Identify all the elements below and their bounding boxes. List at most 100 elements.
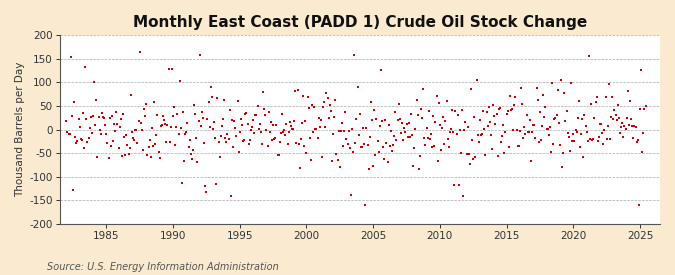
Point bbox=[372, 138, 383, 143]
Point bbox=[454, 128, 465, 132]
Point bbox=[124, 146, 135, 150]
Point bbox=[323, 116, 334, 120]
Point bbox=[271, 123, 282, 128]
Point bbox=[526, 159, 537, 163]
Point bbox=[535, 110, 545, 114]
Point bbox=[269, 136, 279, 141]
Point bbox=[259, 107, 269, 111]
Point bbox=[404, 135, 415, 139]
Point bbox=[104, 116, 115, 120]
Point bbox=[164, 140, 175, 145]
Point bbox=[533, 140, 544, 144]
Point bbox=[583, 54, 594, 58]
Point bbox=[344, 146, 355, 150]
Point bbox=[538, 92, 549, 97]
Point bbox=[91, 98, 102, 102]
Point bbox=[62, 130, 73, 134]
Point bbox=[290, 89, 301, 93]
Point bbox=[585, 136, 595, 141]
Point bbox=[68, 188, 78, 192]
Point bbox=[65, 55, 76, 59]
Point bbox=[193, 119, 204, 123]
Point bbox=[217, 124, 227, 128]
Point bbox=[351, 117, 362, 121]
Point bbox=[557, 165, 568, 169]
Point bbox=[482, 124, 493, 129]
Point bbox=[291, 141, 302, 145]
Point bbox=[270, 136, 281, 140]
Point bbox=[485, 120, 495, 124]
Point bbox=[541, 127, 552, 131]
Point bbox=[61, 119, 72, 123]
Point bbox=[252, 104, 263, 108]
Point bbox=[562, 131, 573, 135]
Point bbox=[414, 154, 425, 158]
Point bbox=[338, 144, 348, 148]
Point bbox=[379, 157, 389, 162]
Point bbox=[301, 151, 312, 155]
Point bbox=[117, 154, 128, 158]
Point bbox=[325, 108, 336, 113]
Point bbox=[174, 78, 185, 83]
Point bbox=[143, 145, 154, 150]
Point bbox=[630, 125, 641, 130]
Point bbox=[590, 100, 601, 104]
Point bbox=[190, 112, 200, 116]
Point bbox=[599, 128, 610, 132]
Point bbox=[506, 108, 516, 112]
Point bbox=[212, 95, 223, 100]
Point bbox=[435, 122, 446, 127]
Point bbox=[483, 105, 494, 109]
Point bbox=[155, 156, 165, 161]
Point bbox=[180, 132, 190, 136]
Point bbox=[399, 126, 410, 130]
Point bbox=[250, 112, 261, 117]
Point bbox=[609, 108, 620, 112]
Point bbox=[294, 165, 305, 170]
Point bbox=[315, 125, 325, 130]
Point bbox=[134, 50, 145, 54]
Point bbox=[289, 119, 300, 123]
Point bbox=[254, 122, 265, 126]
Point bbox=[167, 114, 178, 118]
Point bbox=[176, 126, 186, 130]
Point bbox=[311, 126, 322, 131]
Point bbox=[394, 101, 404, 106]
Point bbox=[411, 97, 422, 102]
Point bbox=[192, 160, 203, 164]
Point bbox=[439, 142, 450, 146]
Point bbox=[543, 133, 554, 137]
Point bbox=[488, 103, 499, 107]
Point bbox=[548, 142, 559, 147]
Point bbox=[119, 152, 130, 157]
Point bbox=[350, 141, 360, 145]
Point bbox=[519, 125, 530, 129]
Point bbox=[464, 162, 475, 166]
Point bbox=[468, 157, 479, 161]
Point bbox=[230, 126, 241, 131]
Point bbox=[373, 150, 384, 154]
Point bbox=[472, 133, 483, 137]
Point bbox=[581, 130, 592, 134]
Point bbox=[280, 133, 291, 137]
Point bbox=[241, 111, 252, 116]
Point bbox=[246, 125, 257, 130]
Point bbox=[466, 87, 477, 91]
Point bbox=[129, 138, 140, 142]
Point bbox=[115, 117, 126, 121]
Point bbox=[431, 94, 442, 98]
Point bbox=[406, 112, 416, 116]
Point bbox=[322, 96, 333, 100]
Point bbox=[509, 103, 520, 108]
Point bbox=[238, 139, 248, 143]
Point bbox=[161, 139, 171, 144]
Point bbox=[593, 134, 604, 139]
Point bbox=[593, 138, 603, 143]
Point bbox=[377, 119, 387, 123]
Point bbox=[296, 121, 307, 126]
Point bbox=[287, 127, 298, 131]
Point bbox=[440, 119, 451, 123]
Point bbox=[160, 122, 171, 127]
Point bbox=[263, 110, 274, 114]
Point bbox=[102, 141, 113, 145]
